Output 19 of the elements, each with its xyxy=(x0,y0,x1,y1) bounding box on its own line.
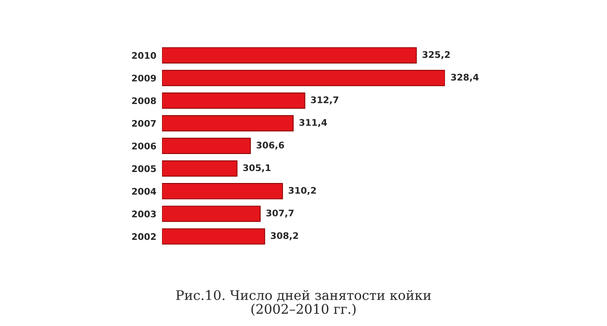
y-tick-label: 2007 xyxy=(132,120,156,127)
data-label: 310,2 xyxy=(288,186,316,195)
y-tick-label: 2004 xyxy=(132,188,156,195)
data-label: 325,2 xyxy=(422,51,450,60)
data-label: 306,6 xyxy=(256,142,284,150)
data-label: 305,1 xyxy=(243,164,271,172)
y-tick-label: 2003 xyxy=(132,210,156,218)
data-label: 311,4 xyxy=(299,119,327,128)
data-label: 312,7 xyxy=(311,96,338,104)
y-tick-label: 2006 xyxy=(132,142,156,150)
data-label: 307,7 xyxy=(266,210,294,218)
y-tick-label: 2010 xyxy=(132,52,156,59)
y-tick-label: 2002 xyxy=(132,233,156,240)
text: Рис.10. Число дней занятости койки (2002–2010 гг.) xyxy=(176,290,431,316)
data-label: 308,2 xyxy=(270,232,298,240)
y-tick-label: 2008 xyxy=(132,97,156,104)
y-tick-label: 2009 xyxy=(132,74,156,82)
y-tick-label: 2005 xyxy=(132,165,156,172)
data-label: 328,4 xyxy=(451,74,479,82)
